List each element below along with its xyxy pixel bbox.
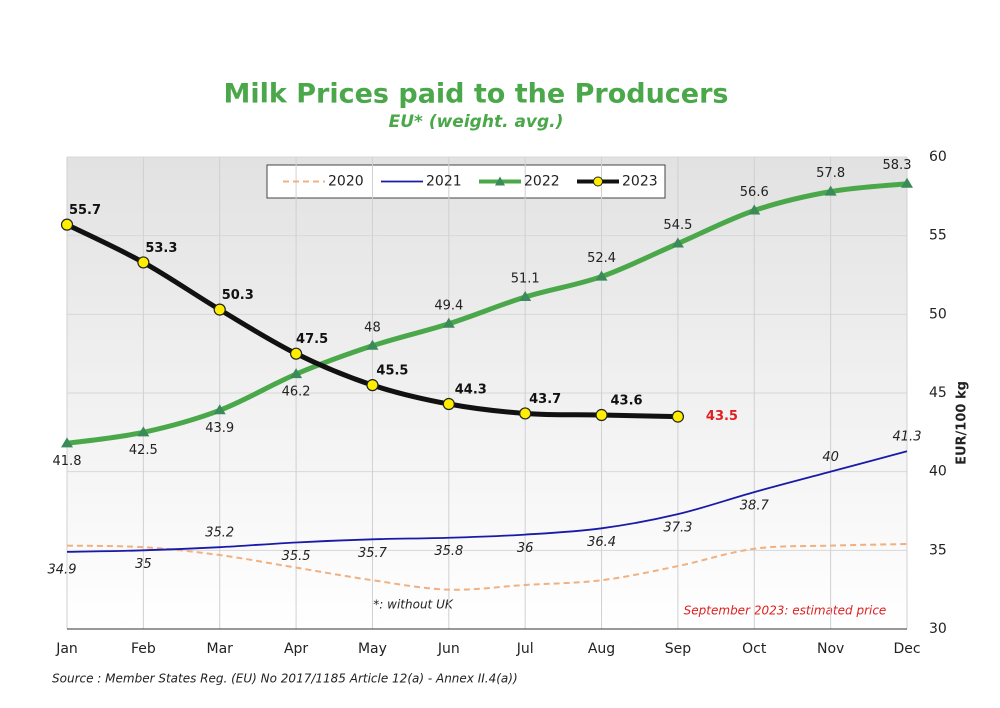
data-label: 35 <box>135 557 152 572</box>
marker <box>442 317 455 328</box>
x-tick-label: Dec <box>893 641 920 657</box>
data-label: 36 <box>517 541 534 556</box>
x-tick-label: May <box>358 641 387 657</box>
source: Source : Member States Reg. (EU) No 2017… <box>52 672 518 686</box>
marker <box>366 379 379 392</box>
data-label: 54.5 <box>663 218 692 233</box>
marker <box>671 410 685 423</box>
x-tick-label: Sep <box>665 641 692 657</box>
marker <box>366 339 379 350</box>
x-tick-label: Aug <box>588 641 615 657</box>
chart-subtitle: EU* (weight. avg.) <box>389 112 564 132</box>
data-label: 55.7 <box>69 203 101 218</box>
data-label: 36.4 <box>587 535 616 550</box>
chart-title: Milk Prices paid to the Producers <box>223 79 728 110</box>
y-tick-label: 40 <box>929 464 947 480</box>
data-label: 34.9 <box>48 562 77 577</box>
series-line <box>66 543 908 591</box>
x-tick-label: Oct <box>742 641 767 657</box>
x-tick-label: Jan <box>55 641 78 657</box>
data-label: 49.4 <box>434 298 463 313</box>
legend-label: 2020 <box>328 174 364 190</box>
data-label: 56.6 <box>740 185 769 200</box>
x-tick-label: Mar <box>207 641 234 657</box>
marker <box>671 237 684 248</box>
marker <box>213 404 226 415</box>
y-tick-label: 45 <box>929 385 947 401</box>
series-line <box>66 450 908 553</box>
data-label: 51.1 <box>511 272 540 287</box>
x-tick-label: Jul <box>516 641 534 657</box>
series-line <box>65 222 678 420</box>
marker <box>60 218 74 231</box>
data-label: 43.6 <box>611 394 643 409</box>
data-label: 42.5 <box>129 443 158 458</box>
marker <box>442 397 455 411</box>
marker <box>595 270 608 281</box>
x-tick-label: Apr <box>284 641 308 657</box>
data-label: 35.7 <box>358 546 388 561</box>
legend-label: 2021 <box>426 174 462 190</box>
data-label: 58.3 <box>883 158 912 173</box>
marker <box>213 303 226 316</box>
marker <box>519 291 532 302</box>
marker <box>595 408 608 422</box>
legend-marker <box>495 176 505 186</box>
data-label: 38.7 <box>740 499 770 514</box>
data-label: 37.3 <box>663 521 692 536</box>
x-tick-label: Feb <box>131 641 156 657</box>
annotation: September 2023: estimated price <box>684 604 887 618</box>
x-tick-label: Nov <box>817 641 844 657</box>
marker <box>290 368 303 379</box>
data-label: 43.7 <box>529 392 561 407</box>
data-label: 41.8 <box>53 454 82 469</box>
marker <box>824 185 837 196</box>
data-label: 46.2 <box>282 385 311 400</box>
data-label: 52.4 <box>587 251 616 266</box>
legend-label: 2023 <box>622 174 658 190</box>
data-label: 40 <box>822 450 839 465</box>
data-label: 57.8 <box>816 166 845 181</box>
data-label: 35.2 <box>205 526 234 541</box>
data-label: 43.9 <box>205 421 234 436</box>
data-label: 50.3 <box>222 288 254 303</box>
data-label: 35.5 <box>282 549 311 564</box>
legend-label: 2022 <box>524 174 560 190</box>
marker <box>137 426 150 437</box>
y-tick-label: 50 <box>929 306 947 322</box>
y-axis-label: EUR/100 kg <box>955 381 970 465</box>
x-tick-label: Jun <box>437 641 460 657</box>
marker <box>748 204 761 215</box>
data-label: 43.5 <box>706 409 738 424</box>
marker <box>137 256 150 269</box>
data-label: 53.3 <box>145 241 177 256</box>
marker <box>519 407 532 420</box>
y-tick-label: 60 <box>929 149 947 165</box>
y-tick-label: 35 <box>929 542 947 558</box>
data-label: 41.3 <box>893 430 922 445</box>
marker <box>289 347 303 360</box>
marker <box>61 437 73 448</box>
data-label: 48 <box>364 320 381 335</box>
data-label: 45.5 <box>376 364 408 379</box>
data-label: 35.8 <box>434 544 463 559</box>
legend-marker <box>593 176 603 187</box>
data-label: 47.5 <box>296 332 328 347</box>
marker <box>901 177 913 188</box>
annotation: *: without UK <box>373 598 454 612</box>
y-tick-label: 55 <box>929 228 947 244</box>
data-label: 44.3 <box>455 383 487 398</box>
y-tick-label: 30 <box>929 621 947 637</box>
